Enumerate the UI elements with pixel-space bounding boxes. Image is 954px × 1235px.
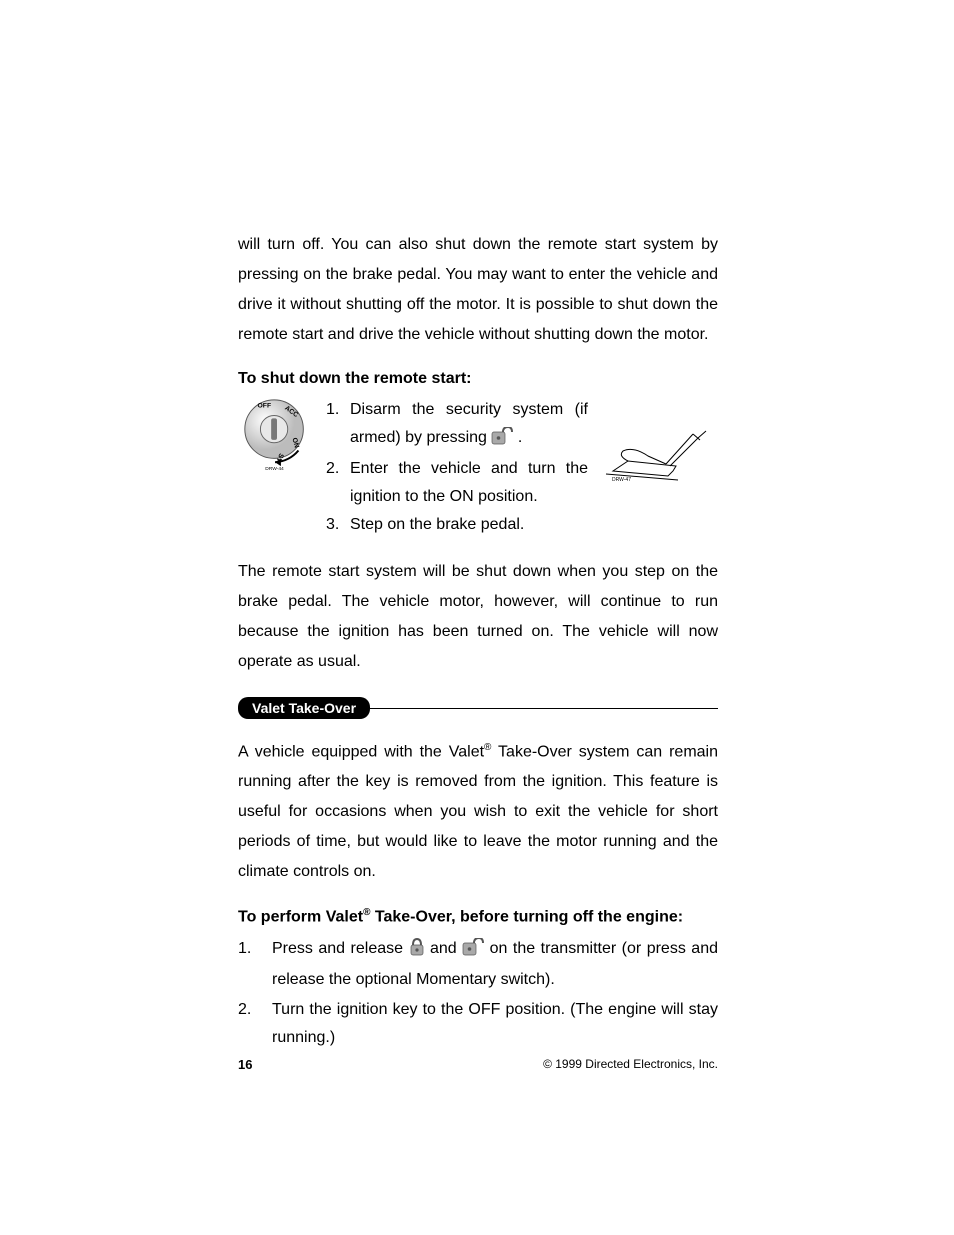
- step-a3-text: Step on the brake pedal.: [350, 511, 718, 539]
- heading-valet: To perform Valet® Take-Over, before turn…: [238, 907, 718, 926]
- svg-text:DRW-47: DRW-47: [612, 477, 631, 483]
- ignition-dial-icon: OFF ACC ON ST DRW-44: [238, 394, 316, 477]
- heading-shutdown: To shut down the remote start:: [238, 370, 718, 388]
- hand-key-icon: DRW-47: [598, 426, 718, 491]
- step-b1: 1. Press and release and: [238, 935, 718, 994]
- section-header: Valet Take-Over: [238, 697, 718, 719]
- step-b1-text-b: and: [430, 940, 462, 957]
- step-a3: 3. Step on the brake pedal.: [326, 511, 718, 539]
- svg-text:OFF: OFF: [258, 403, 272, 410]
- steps-list-b: 1. Press and release and: [238, 935, 718, 1052]
- result-paragraph: The remote start system will be shut dow…: [238, 557, 718, 677]
- page-number: 16: [238, 1057, 252, 1072]
- step-b2: 2. Turn the ignition key to the OFF posi…: [238, 996, 718, 1052]
- lock-icon: [409, 938, 425, 966]
- intro-paragraph: will turn off. You can also shut down th…: [238, 230, 718, 350]
- page-footer: 16 © 1999 Directed Electronics, Inc.: [238, 1057, 718, 1072]
- section-pill: Valet Take-Over: [238, 697, 370, 719]
- unlock-icon: [491, 427, 513, 455]
- svg-text:DRW-44: DRW-44: [265, 466, 284, 472]
- copyright: © 1999 Directed Electronics, Inc.: [543, 1057, 718, 1071]
- step-b2-text: Turn the ignition key to the OFF positio…: [272, 996, 718, 1052]
- step-a1-text-b: .: [518, 429, 522, 446]
- step-a1-text-a: Disarm the security system (if armed) by…: [350, 401, 588, 446]
- section-rule: [370, 708, 718, 709]
- unlock-icon: [462, 938, 484, 966]
- valet-paragraph: A vehicle equipped with the Valet® Take-…: [238, 733, 718, 887]
- step-b1-text-a: Press and release: [272, 940, 409, 957]
- page-content: will turn off. You can also shut down th…: [238, 230, 718, 1054]
- instruction-block: OFF ACC ON ST DRW-44 1. Disarm the secur…: [238, 396, 718, 539]
